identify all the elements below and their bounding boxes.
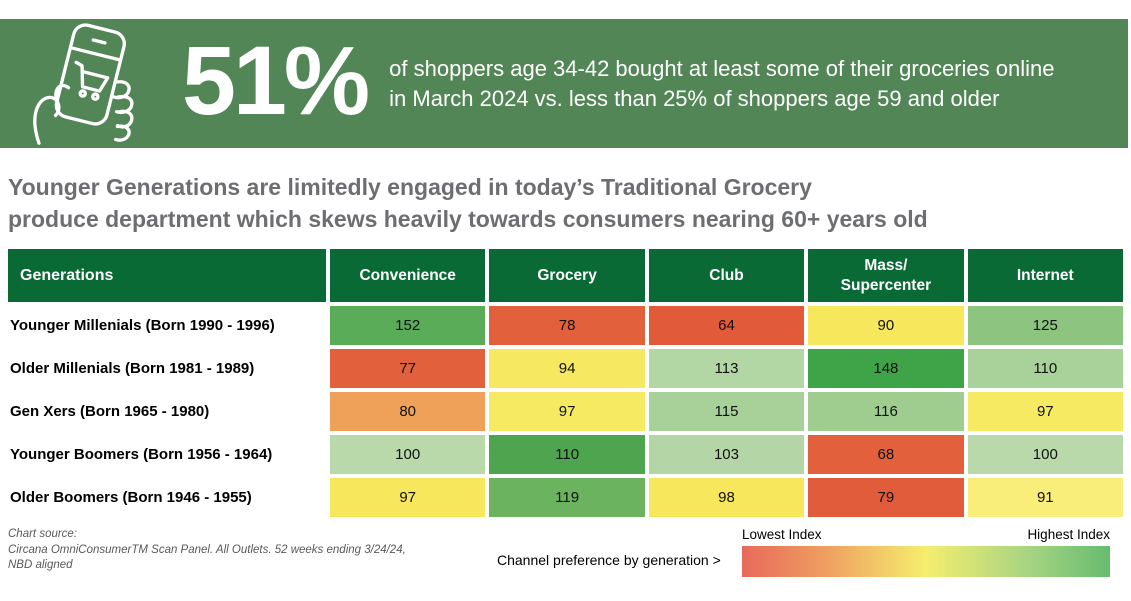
heatmap-cell: 113 [648, 349, 805, 388]
column-header: Convenience [330, 249, 486, 302]
index-legend: Lowest Index Highest Index [742, 527, 1110, 577]
page-title: Younger Generations are limitedly engage… [8, 174, 928, 232]
legend-highest-label: Highest Index [1027, 527, 1110, 542]
heatmap-cell: 64 [648, 306, 805, 345]
heatmap-cell: 119 [489, 478, 645, 517]
heatmap-cell: 79 [808, 478, 964, 517]
heatmap-cell: 97 [489, 392, 645, 431]
heatmap-cell: 116 [808, 392, 964, 431]
heatmap-cell: 97 [967, 392, 1123, 431]
heatmap-cell: 103 [648, 435, 805, 474]
heatmap-cell: 100 [330, 435, 486, 474]
stat-banner: 51% of shoppers age 34-42 bought at leas… [0, 19, 1128, 148]
row-label: Gen Xers (Born 1965 - 1980) [8, 392, 326, 431]
heatmap-cell: 115 [648, 392, 805, 431]
row-label: Older Millenials (Born 1981 - 1989) [8, 349, 326, 388]
heatmap-cell: 77 [330, 349, 486, 388]
column-header-generations: Generations [8, 249, 326, 302]
column-header: Internet [967, 249, 1123, 302]
heatmap-cell: 148 [808, 349, 964, 388]
heatmap-cell: 91 [967, 478, 1123, 517]
row-label: Younger Millenials (Born 1990 - 1996) [8, 306, 326, 345]
heatmap-cell: 94 [489, 349, 645, 388]
heatmap-cell: 78 [489, 306, 645, 345]
heatmap-cell: 125 [967, 306, 1123, 345]
index-gradient-bar [742, 546, 1110, 577]
heatmap-table: Generations Convenience Grocery Club Mass/ S… [8, 249, 1123, 517]
heatmap-cell: 90 [808, 306, 964, 345]
heatmap-cell: 80 [330, 392, 486, 431]
column-header: Club [648, 249, 805, 302]
phone-shopping-cart-icon [26, 22, 148, 145]
stat-value: 51% [182, 26, 370, 135]
chart-source-note: Chart source: Circana OmniConsumerTM Sca… [8, 528, 406, 572]
heatmap-cell: 110 [967, 349, 1123, 388]
heatmap-cell: 98 [648, 478, 805, 517]
heatmap-cell: 97 [330, 478, 486, 517]
heatmap-cell: 100 [967, 435, 1123, 474]
column-header: Mass/ Supercenter [808, 249, 964, 302]
heatmap-cell: 110 [489, 435, 645, 474]
legend-lowest-label: Lowest Index [742, 527, 822, 542]
column-header: Grocery [489, 249, 645, 302]
heatmap-cell: 152 [330, 306, 486, 345]
row-label: Younger Boomers (Born 1956 - 1964) [8, 435, 326, 474]
row-label: Older Boomers (Born 1946 - 1955) [8, 478, 326, 517]
stat-description: of shoppers age 34-42 bought at least so… [389, 56, 1055, 111]
heatmap-cell: 68 [808, 435, 964, 474]
legend-caption: Channel preference by generation > [497, 552, 721, 568]
